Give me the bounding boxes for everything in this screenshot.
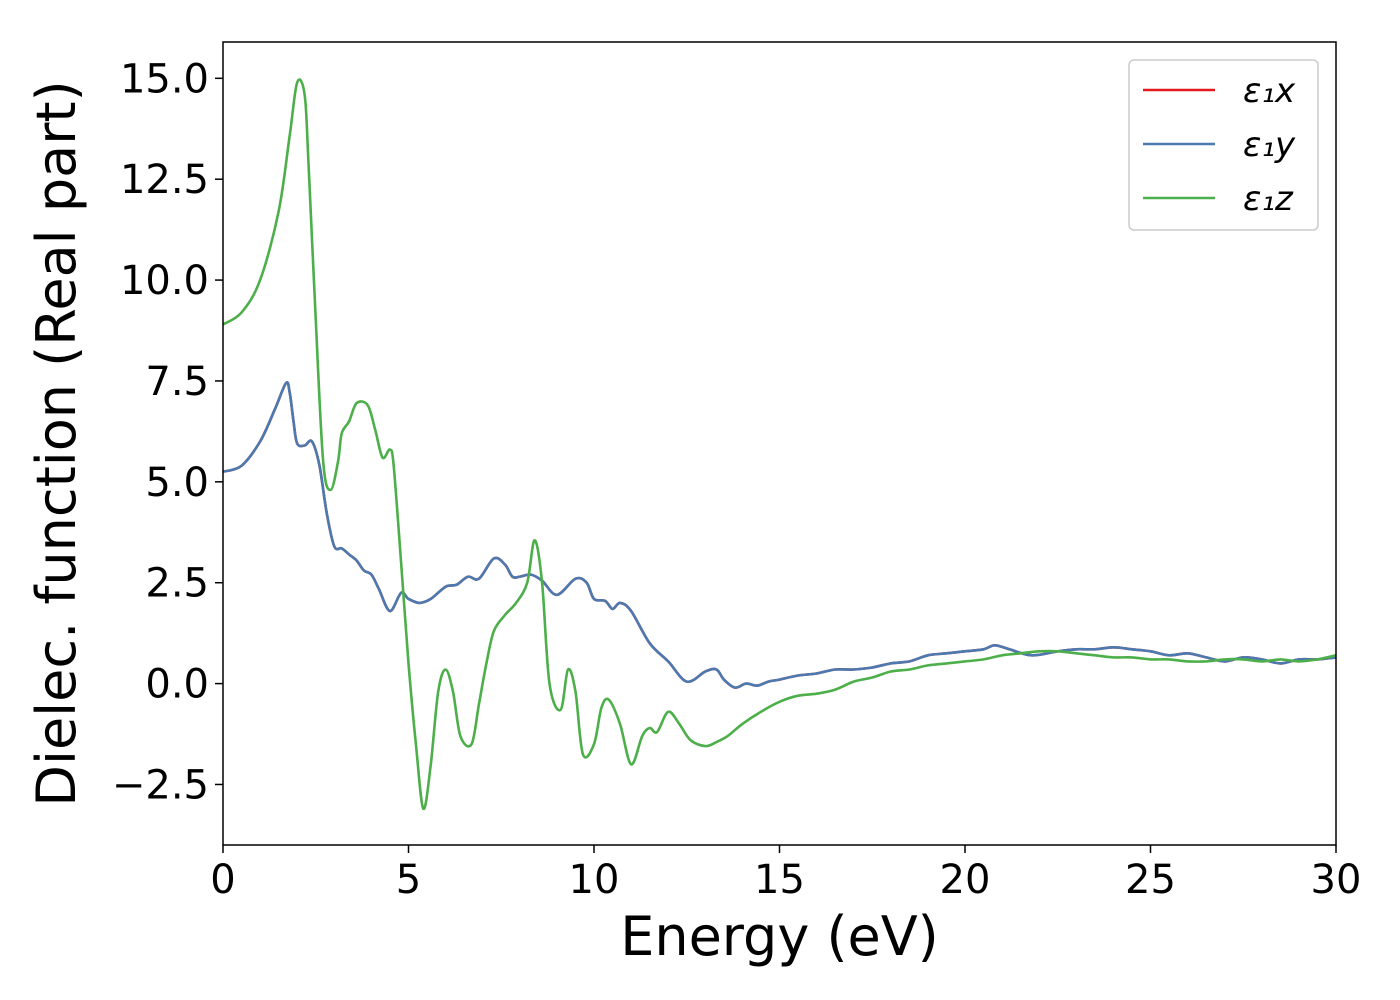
y-tick-label: 5.0: [145, 460, 209, 506]
x-tick-label: 10: [569, 857, 620, 903]
plot-lines: [223, 78, 1336, 811]
y-tick-label: 12.5: [120, 157, 209, 203]
x-tick-label: 20: [940, 857, 991, 903]
x-axis-title: Energy (eV): [620, 905, 939, 968]
series-line-2: [223, 381, 1336, 689]
x-tick-label: 5: [396, 857, 421, 903]
x-tick-label: 30: [1311, 857, 1362, 903]
x-tick-label: 15: [754, 857, 805, 903]
y-axis-title: Dielec. function (Real part): [25, 80, 88, 806]
series-line-3: [223, 78, 1336, 811]
y-axis: −2.5 0.0 2.5 5.0 7.5 10.0 12.5 15.0: [112, 56, 223, 808]
legend-label-3: ε₁z: [1243, 179, 1294, 219]
legend-box: [1128, 59, 1319, 231]
x-tick-label: 25: [1125, 857, 1176, 903]
legend-label-2: ε₁y: [1243, 125, 1296, 165]
y-tick-label: 15.0: [120, 56, 209, 102]
series-line-1: [223, 381, 1336, 689]
y-tick-label: 7.5: [145, 359, 209, 405]
x-tick-label: 0: [210, 857, 235, 903]
y-tick-label: −2.5: [112, 762, 209, 808]
y-tick-label: 0.0: [145, 662, 209, 708]
legend: ε₁x ε₁y ε₁z: [1128, 59, 1319, 231]
y-tick-label: 10.0: [120, 258, 209, 304]
legend-label-1: ε₁x: [1243, 71, 1296, 111]
x-axis: 0 5 10 15 20 25 30: [210, 845, 1361, 903]
y-tick-label: 2.5: [145, 561, 209, 607]
